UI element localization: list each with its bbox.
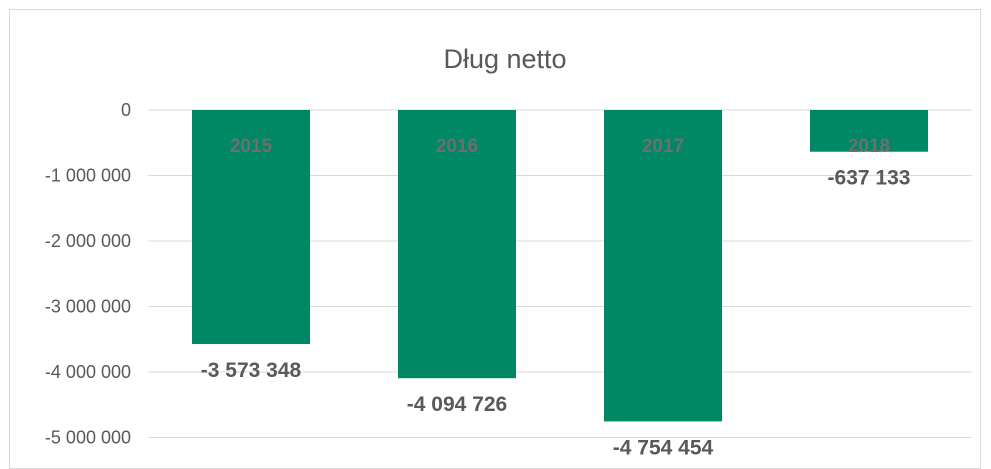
category-label: 2015 [230,136,273,157]
y-tick-label: -3 000 000 [45,297,131,317]
chart-title: Dług netto [443,44,566,74]
data-labels: -3 573 348 -4 094 726 -4 754 454 -637 133 [201,167,911,460]
bar-2015 [192,110,310,345]
bar-chart: Dług netto 0 -1 000 000 -2 000 000 -3 000 0… [45,44,972,460]
y-tick-label: -5 000 000 [45,428,131,448]
data-label: -3 573 348 [201,359,302,382]
category-label: 2017 [642,136,684,157]
y-tick-label: 0 [121,100,131,120]
data-label: -637 133 [828,167,911,190]
category-label: 2016 [436,136,478,157]
bar-2018 [810,110,928,152]
category-labels: 2015 2016 2017 2018 [230,136,890,157]
bar-2016 [398,110,516,379]
y-tick-label: -4 000 000 [45,362,131,382]
category-label: 2018 [848,136,890,157]
data-label: -4 094 726 [407,393,507,416]
y-axis-ticks: 0 -1 000 000 -2 000 000 -3 000 000 -4 000 00… [45,100,131,448]
chart-frame: Dług netto 0 -1 000 000 -2 000 000 -3 000 0… [9,9,981,469]
bars [192,110,928,422]
y-tick-label: -2 000 000 [45,231,131,251]
data-label: -4 754 454 [613,436,714,459]
bar-2017 [604,110,722,422]
y-tick-label: -1 000 000 [45,166,131,186]
